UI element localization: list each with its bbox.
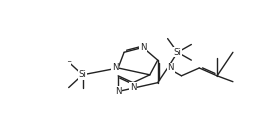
Text: Si: Si <box>79 70 87 79</box>
Text: N: N <box>115 87 122 96</box>
Text: N: N <box>168 64 174 72</box>
Text: N: N <box>140 43 146 52</box>
Text: N: N <box>130 83 136 92</box>
Text: ─: ─ <box>67 60 70 65</box>
Text: N: N <box>112 64 118 72</box>
Text: Si: Si <box>174 48 181 57</box>
